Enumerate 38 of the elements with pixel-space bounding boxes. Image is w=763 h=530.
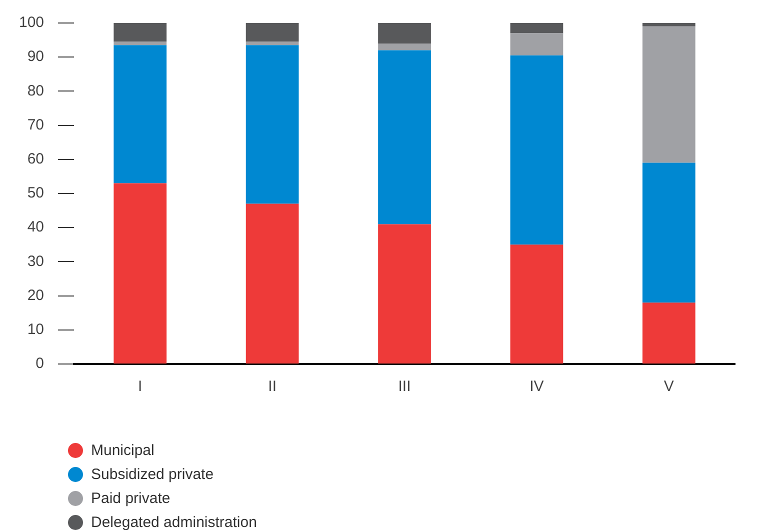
bar	[378, 224, 431, 364]
y-tick-label: 40	[27, 218, 44, 236]
y-tick-label: 20	[27, 286, 44, 304]
bar	[378, 43, 431, 50]
y-tick-label: 100	[18, 14, 44, 32]
bar	[114, 183, 167, 364]
y-tick-label: 70	[27, 116, 44, 134]
legend-label: Paid private	[91, 490, 170, 506]
legend-label: Delegated administration	[91, 514, 257, 530]
x-tick-label: IV	[530, 378, 544, 396]
bar	[114, 45, 167, 184]
bar	[378, 23, 431, 44]
bar	[246, 23, 299, 42]
bar	[510, 33, 564, 56]
x-tick-label: II	[268, 378, 276, 396]
y-tick-label: 50	[27, 184, 44, 202]
y-tick-label: 60	[27, 150, 44, 168]
y-tick-label: 10	[27, 321, 44, 338]
bar	[246, 204, 299, 364]
bar	[378, 50, 431, 224]
bar	[642, 26, 696, 163]
y-tick-label: 80	[27, 82, 44, 100]
x-tick-label: V	[664, 378, 674, 396]
legend-label: Municipal	[91, 442, 154, 458]
x-tick-label: III	[398, 378, 411, 396]
legend-label: Subsidized private	[91, 466, 214, 482]
bar	[510, 55, 564, 245]
bar	[114, 23, 167, 42]
bar	[510, 244, 564, 364]
y-tick-label: 90	[27, 48, 44, 66]
y-tick-label: 30	[27, 252, 44, 270]
bar	[642, 302, 696, 364]
x-tick-label: I	[138, 378, 142, 396]
y-tick-label: 0	[36, 355, 44, 372]
bar	[246, 45, 299, 204]
bar	[642, 162, 696, 303]
bar	[642, 23, 696, 26]
bar	[510, 23, 564, 34]
